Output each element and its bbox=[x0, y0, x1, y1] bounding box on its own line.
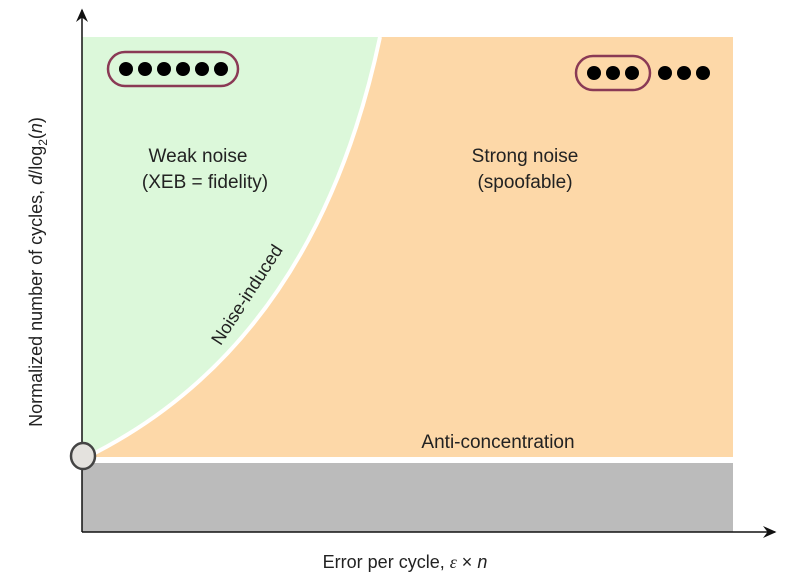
anti-concentration-label: Anti-concentration bbox=[421, 432, 574, 453]
origin-point bbox=[69, 441, 97, 471]
strong-noise-sublabel: (spoofable) bbox=[477, 172, 572, 193]
noise-induced-boundary bbox=[84, 36, 382, 460]
strong-noise-qubits-icon bbox=[574, 54, 710, 92]
weak-noise-region bbox=[82, 37, 380, 458]
weak-noise-sublabel: (XEB = fidelity) bbox=[142, 172, 268, 193]
weak-noise-qubits-icon bbox=[106, 50, 240, 88]
y-axis-label: Normalized number of cycles, d/log2(n) bbox=[26, 117, 50, 427]
anti-concentration-boundary bbox=[82, 457, 733, 463]
below-anti-concentration-region bbox=[82, 463, 733, 532]
x-axis-label: Error per cycle, ε × n bbox=[323, 552, 488, 572]
strong-noise-label: Strong noise bbox=[472, 146, 579, 167]
weak-noise-label: Weak noise bbox=[149, 146, 248, 167]
